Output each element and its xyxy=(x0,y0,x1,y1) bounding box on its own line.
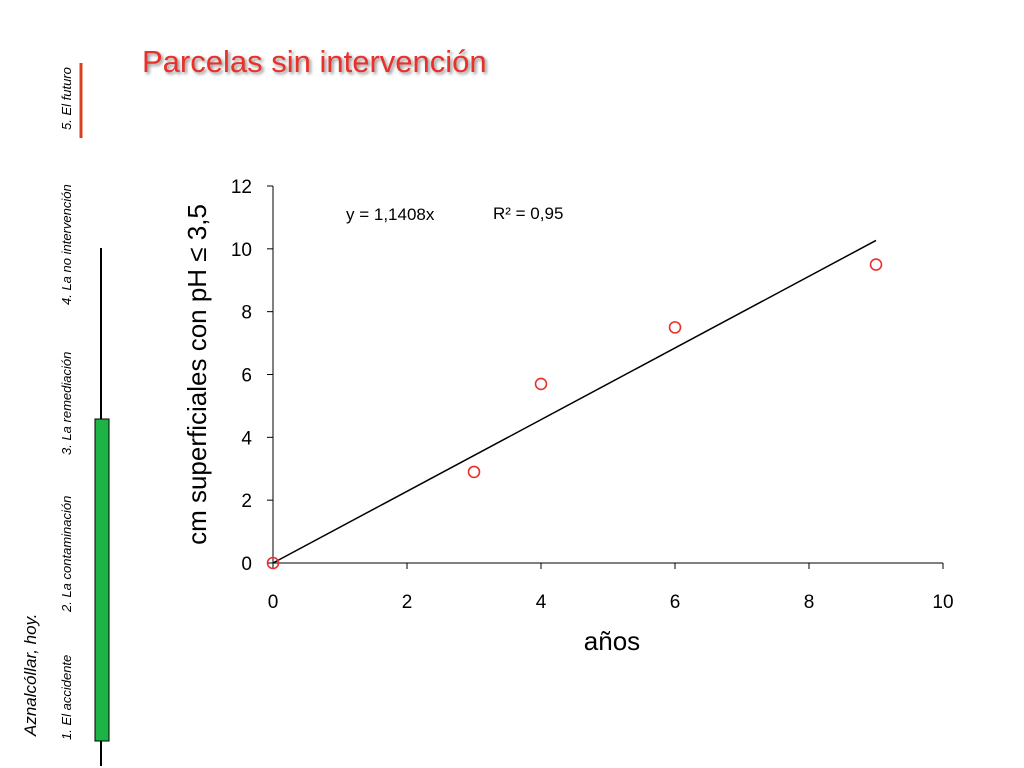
x-tick-label: 8 xyxy=(804,592,815,613)
slide-title: Parcelas sin intervención xyxy=(142,44,487,79)
x-tick-label: 10 xyxy=(932,592,953,613)
nav-progress xyxy=(94,418,110,742)
x-tick-label: 4 xyxy=(536,592,547,613)
trendline-equation: y = 1,1408x xyxy=(346,205,435,224)
nav: 1. El accidente 2. La contaminación 3. La … xyxy=(59,67,74,740)
nav-item: 5. El futuro xyxy=(59,67,74,130)
data-point xyxy=(467,465,481,479)
nav-item: 4. La no intervención xyxy=(59,184,74,305)
y-tick-label: 8 xyxy=(241,303,252,324)
nav-item: 1. El accidente xyxy=(59,655,74,740)
trendline xyxy=(272,239,877,564)
y-tick-label: 12 xyxy=(231,177,252,198)
nav-item: 2. La contaminación xyxy=(59,496,74,613)
y-tick-label: 0 xyxy=(241,554,252,575)
x-axis-title: años xyxy=(584,626,640,656)
data-point xyxy=(869,258,883,271)
y-tick-label: 2 xyxy=(241,491,252,512)
nav-item: 3. La remediación xyxy=(59,352,74,455)
y-axis-title: cm superficiales con pH ≤ 3,5 xyxy=(182,204,212,545)
x-tick-label: 2 xyxy=(402,592,413,613)
data-point xyxy=(266,556,280,570)
r-squared: R² = 0,95 xyxy=(493,204,563,223)
x-tick-label: 6 xyxy=(670,592,681,613)
data-point xyxy=(534,377,548,391)
x-tick-label: 0 xyxy=(268,592,279,613)
data-point xyxy=(668,321,682,334)
y-tick-label: 4 xyxy=(241,428,252,449)
y-tick-label: 10 xyxy=(231,240,252,261)
slide-subtitle: Aznalcóllar, hoy. xyxy=(21,613,40,737)
chart: 0 2 4 6 8 10 12 0 2 4 6 8 10 años cm superficiales con… xyxy=(182,177,954,656)
y-tick-label: 6 xyxy=(241,366,252,387)
